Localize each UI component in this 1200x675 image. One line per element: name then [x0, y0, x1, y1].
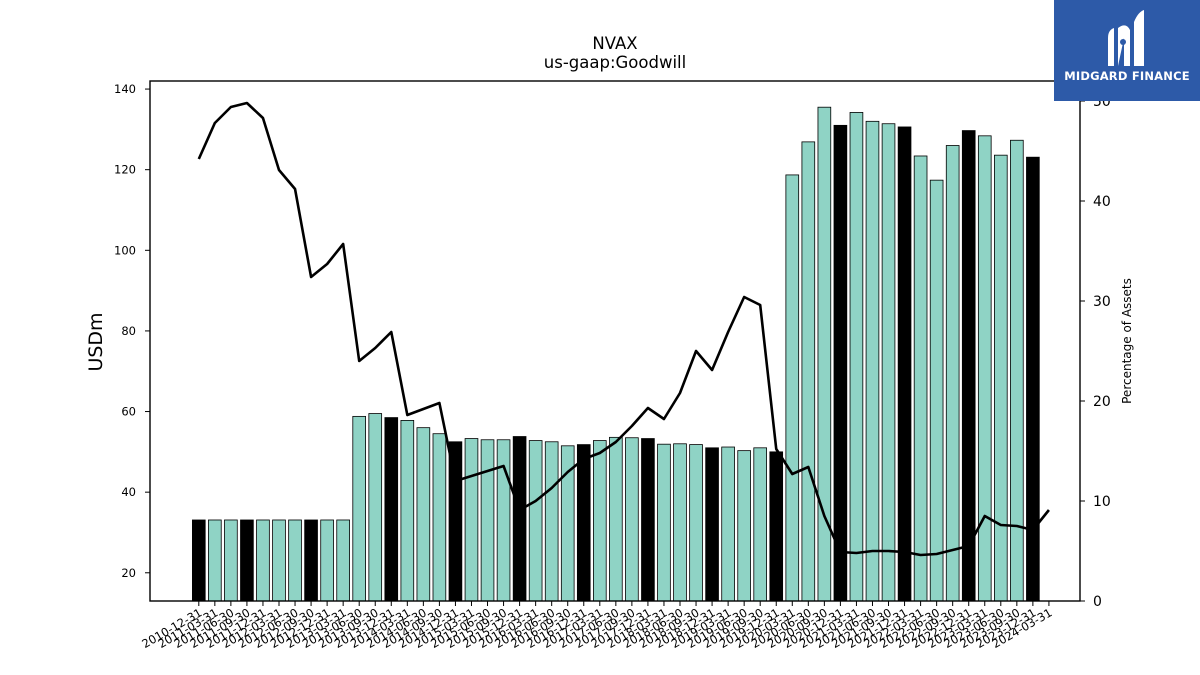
bar	[336, 519, 350, 602]
bar	[881, 123, 896, 602]
y2-tick-label: 30	[1093, 294, 1111, 310]
brand-name: MIDGARD FINANCE	[1064, 69, 1190, 83]
bar	[705, 447, 719, 602]
bar	[480, 439, 495, 602]
bar	[737, 450, 751, 602]
bar	[593, 440, 607, 602]
chart-subtitle: us-gaap:Goodwill	[544, 53, 686, 72]
bar	[400, 420, 415, 602]
bar	[641, 438, 655, 602]
bar	[753, 447, 767, 602]
bar	[191, 519, 206, 602]
bar	[496, 439, 511, 602]
bar	[769, 451, 784, 602]
bar	[994, 154, 1008, 602]
bar	[897, 126, 912, 602]
bar	[416, 427, 431, 602]
bar-group	[191, 106, 1040, 602]
line-group	[197, 101, 1050, 557]
x-tick-labels: 2010-12-312011-03-312011-06-302011-09-30…	[139, 601, 1054, 651]
bar	[689, 444, 703, 602]
y2-tick-label: 20	[1093, 394, 1111, 410]
bar	[304, 519, 318, 602]
series-line	[197, 101, 1050, 557]
bar	[224, 519, 238, 602]
y-tick-label: 80	[121, 324, 136, 338]
bar	[576, 444, 591, 602]
y2-tick-label: 10	[1093, 494, 1111, 510]
bar	[320, 519, 334, 602]
y2-axis-label: Percentage of Assets	[1120, 278, 1134, 404]
bar	[256, 519, 270, 602]
plot-frame	[149, 80, 1081, 602]
bar	[1026, 156, 1040, 602]
bar	[528, 440, 543, 602]
bar	[208, 519, 222, 602]
y-tick-label: 100	[114, 243, 136, 257]
bar	[849, 112, 864, 602]
y-tick-label: 60	[121, 405, 136, 419]
bar	[673, 443, 687, 602]
bar	[977, 135, 992, 602]
bar	[384, 417, 399, 602]
bar	[657, 443, 671, 602]
bar	[785, 174, 800, 602]
midgard-logo-icon	[1108, 10, 1144, 66]
bar	[833, 124, 848, 602]
bar	[865, 120, 880, 602]
bar	[432, 433, 447, 602]
bar	[961, 130, 976, 602]
bar	[352, 415, 366, 602]
y-tick-label: 140	[114, 82, 136, 96]
bar	[464, 438, 479, 602]
chart-title: NVAX	[592, 34, 637, 53]
y-tick-label: 40	[121, 485, 136, 499]
y-axis-label: USDm	[85, 312, 107, 371]
bar	[625, 437, 639, 602]
bar	[240, 519, 254, 602]
y2-tick-label: 0	[1093, 594, 1102, 610]
bar	[945, 145, 960, 602]
y-tick-label: 120	[114, 163, 136, 177]
y2-tick-label: 40	[1093, 194, 1111, 210]
bar	[288, 519, 302, 602]
bar	[512, 436, 527, 602]
y-tick-label: 20	[121, 566, 136, 580]
bar	[609, 436, 623, 602]
bar	[368, 413, 383, 602]
bar	[913, 155, 928, 602]
bar	[544, 441, 559, 602]
brand-logo: MIDGARD FINANCE	[1054, 0, 1200, 101]
bar	[929, 179, 944, 602]
bar	[721, 446, 735, 602]
bar	[272, 519, 286, 602]
bar	[1010, 139, 1024, 602]
bar	[801, 141, 816, 602]
